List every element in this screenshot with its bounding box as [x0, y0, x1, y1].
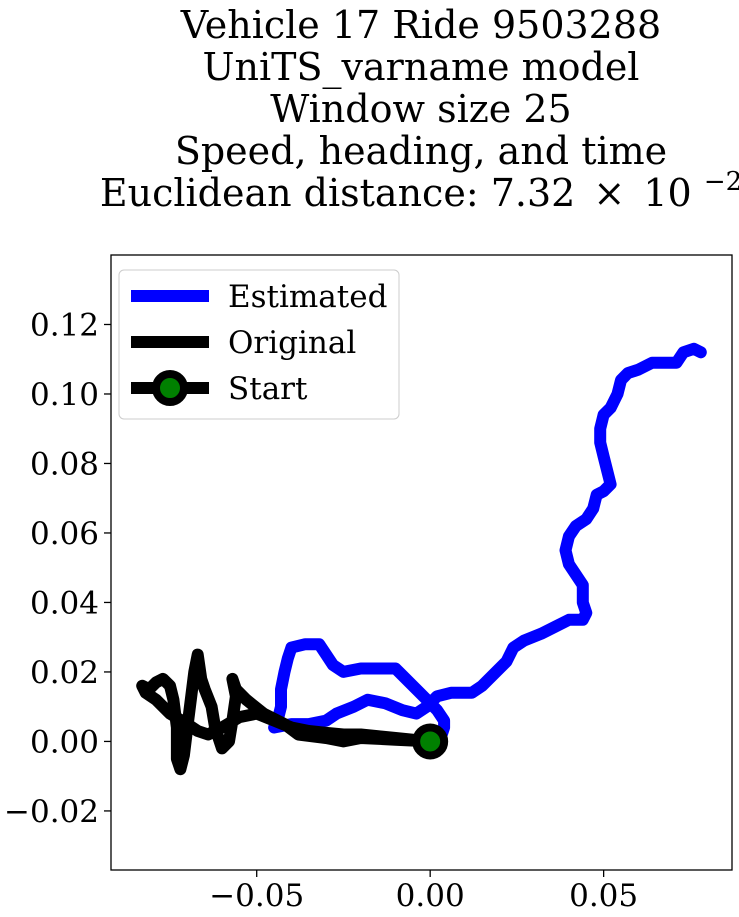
title-distance-exponent: −2 [704, 167, 739, 197]
title-line-3: Window size 25 [270, 87, 571, 131]
title-distance-base: 10 [643, 171, 691, 215]
legend: Estimated Original Start [118, 269, 400, 420]
title-line-5: Euclidean distance: 7.32 × 10 −2 [100, 167, 739, 215]
legend-start-label: Start [228, 371, 308, 407]
start-marker [412, 723, 449, 760]
legend-start-marker [152, 370, 188, 406]
y-tick-label: 0.00 [30, 724, 99, 760]
y-tick-label: 0.06 [30, 516, 99, 552]
x-tick-label: 0.00 [396, 878, 465, 914]
y-axis: −0.02 0.00 0.02 0.04 0.06 0.08 0.10 0.12 [4, 307, 111, 830]
y-tick-label: 0.02 [30, 655, 99, 691]
y-tick-label: 0.10 [30, 377, 99, 413]
title-line-4: Speed, heading, and time [175, 129, 667, 173]
plot-lines [136, 342, 707, 776]
title-line-2: UniTS_varname model [203, 45, 640, 90]
title-line-1: Vehicle 17 Ride 9503288 [180, 3, 661, 47]
y-tick-label: 0.12 [30, 307, 99, 343]
legend-estimated-label: Estimated [228, 279, 387, 315]
x-tick-label: 0.05 [569, 878, 638, 914]
start-marker-group [412, 723, 449, 760]
title-distance-prefix: Euclidean distance: 7.32 [100, 171, 575, 215]
y-tick-label: 0.04 [30, 585, 99, 621]
y-tick-label: −0.02 [4, 794, 99, 830]
axes-frame [110, 254, 733, 871]
x-tick-label: −0.05 [209, 878, 304, 914]
title-distance-times: × [593, 171, 625, 215]
x-axis: −0.05 0.00 0.05 [209, 870, 638, 914]
series-line-estimated [268, 342, 707, 748]
series-line-original [136, 648, 437, 776]
legend-original-label: Original [228, 325, 356, 361]
legend-box [118, 269, 400, 420]
y-tick-label: 0.08 [30, 446, 99, 482]
chart-title: Vehicle 17 Ride 9503288 UniTS_varname mo… [100, 3, 739, 215]
